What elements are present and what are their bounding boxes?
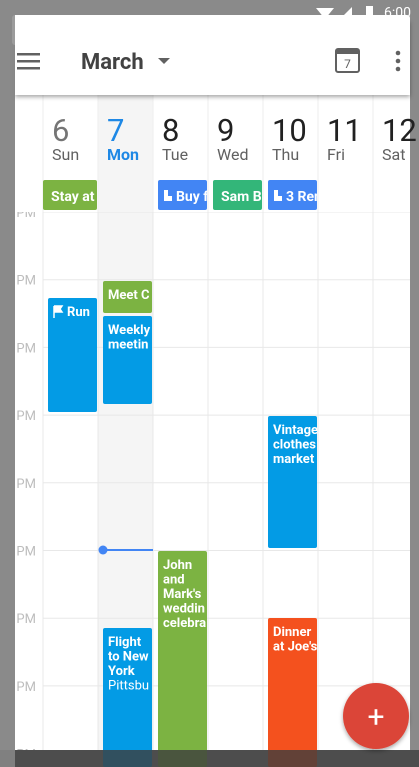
event-line: Pittsbu (108, 679, 149, 694)
time-grid: 1 PM 2 PM 3 PM 4 PM 5 PM 6 PM 7 PM 8 PM 9 PM (6, 206, 410, 763)
all-day-title: Sam Bi (221, 189, 265, 205)
event-block (48, 298, 97, 412)
day-name[interactable]: Tue (162, 145, 188, 164)
reminder-icon (274, 190, 282, 201)
all-day-title: Buy f (176, 189, 209, 205)
event-line: York (108, 664, 136, 679)
event-line: clothes (273, 438, 316, 453)
event-line: meetin (108, 338, 148, 353)
all-day-event[interactable]: 3 Ren (268, 180, 322, 210)
all-day-title: 3 Ren (286, 189, 322, 205)
hour-label: 2 PM (6, 274, 36, 289)
fab-label[interactable]: + (367, 700, 384, 735)
hour-label: 8 PM (6, 680, 36, 695)
all-day-chip (43, 180, 97, 210)
now-dot (98, 545, 108, 555)
event-line: weddin (163, 602, 205, 617)
event-block (268, 416, 317, 548)
day-number[interactable]: 9 (217, 112, 234, 149)
month-title[interactable]: March (81, 50, 144, 75)
event[interactable]: Run (48, 298, 97, 412)
event-line: Mark's (163, 587, 202, 602)
day-number[interactable]: 12 (382, 112, 417, 149)
menu-button[interactable] (17, 53, 40, 70)
hour-label: 3 PM (6, 341, 36, 356)
all-day-chip (158, 180, 207, 210)
all-day-event[interactable]: Buy f (158, 180, 209, 210)
event-line: celebra (163, 616, 206, 631)
event-line: Flight (108, 635, 142, 650)
reminder-icon (164, 190, 172, 201)
day-number[interactable]: 6 (52, 112, 69, 149)
event-line: market (273, 452, 315, 467)
all-day-chip (268, 180, 317, 210)
event-line: Dinner (273, 625, 311, 640)
day-number[interactable]: 10 (272, 112, 307, 149)
today-icon-number: 7 (344, 57, 351, 71)
hour-label: 5 PM (6, 477, 36, 492)
event-line: Run (67, 305, 90, 320)
bottom-bar (0, 750, 419, 767)
hour-label: 9 PM (6, 748, 36, 763)
event-line: Vintage (273, 423, 318, 438)
today-button[interactable]: 7 (335, 48, 360, 73)
day-name[interactable]: Thu (272, 145, 299, 164)
all-day-chip (213, 180, 262, 210)
event-block (268, 618, 317, 767)
crop-handle (12, 15, 410, 45)
day-number[interactable]: 11 (327, 112, 362, 149)
event-line: John (163, 558, 192, 573)
event-line: to New (108, 650, 149, 665)
event-block (103, 281, 152, 313)
day-name[interactable]: Mon (107, 145, 139, 164)
event-line: Weekly (108, 323, 151, 338)
event-line: and (163, 573, 185, 588)
event-block (158, 551, 207, 767)
event-block (103, 316, 152, 404)
all-day-event[interactable]: Stay at (43, 180, 97, 210)
event-line: at Joe's (273, 640, 318, 655)
more-button[interactable] (395, 50, 401, 72)
fab[interactable] (343, 683, 409, 749)
left-frame (0, 0, 15, 767)
all-day-title: Stay at (51, 189, 95, 205)
day-name[interactable]: Sat (382, 145, 405, 164)
all-day-event[interactable]: Sam Bi (213, 180, 265, 210)
dropdown-arrow[interactable] (158, 58, 170, 64)
day-number[interactable]: 8 (162, 112, 179, 149)
day-name[interactable]: Fri (327, 145, 345, 164)
hour-label: 7 PM (6, 612, 36, 627)
hour-label: 6 PM (6, 545, 36, 560)
status-time: 6:00 (384, 5, 411, 21)
hour-label: 4 PM (6, 409, 36, 424)
status-icons (316, 6, 373, 19)
day-name[interactable]: Wed (217, 145, 248, 164)
hour-label: 1 PM (6, 206, 36, 221)
event-block (103, 628, 152, 767)
day-number[interactable]: 7 (107, 112, 124, 149)
flag-icon (53, 305, 64, 318)
event-line: Meet C (108, 288, 150, 303)
day-name[interactable]: Sun (52, 145, 79, 164)
event[interactable]: Meet C (103, 281, 152, 313)
